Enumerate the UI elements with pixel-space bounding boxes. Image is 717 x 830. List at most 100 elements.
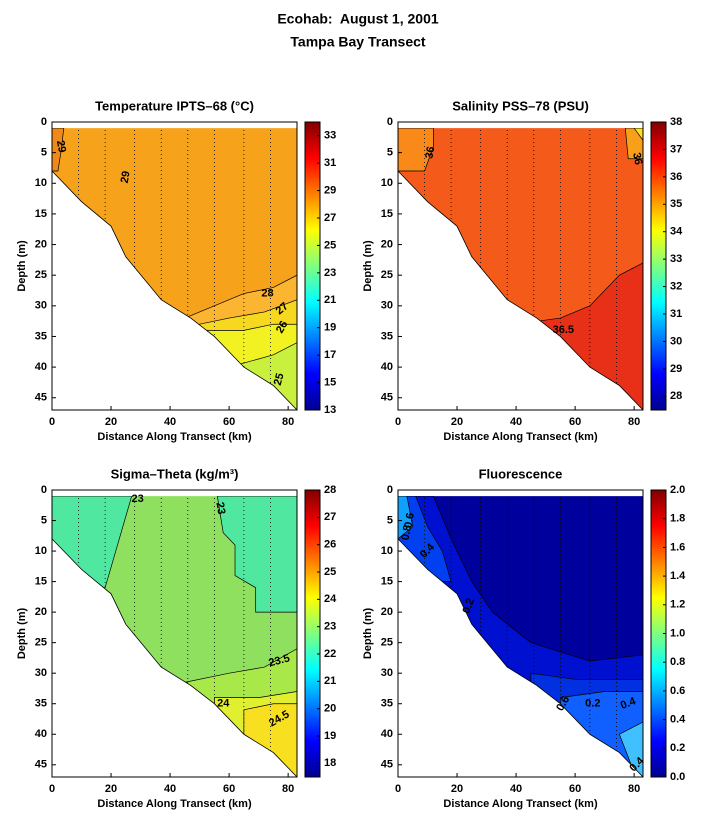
colorbar-tick-label: 20 [324, 703, 336, 715]
colorbar-tick-label: 37 [670, 143, 682, 155]
x-axis-label: Distance Along Transect (km) [443, 798, 598, 810]
panel: 0 20 40 60 80 0 5 10 15 20 25 30 35 40 45 Fluorescence D… [362, 466, 686, 809]
y-tick-label: 20 [35, 238, 47, 250]
y-tick-label: 25 [381, 269, 393, 281]
colorbar-tick-label: 21 [324, 675, 336, 687]
seafloor [397, 170, 644, 411]
colorbar [650, 121, 667, 411]
colorbar-tick-label: 1.4 [670, 570, 686, 582]
colorbar-tick-label: 22 [324, 648, 336, 660]
colorbar [304, 489, 321, 778]
colorbar-tick-label: 21 [324, 294, 336, 306]
colorbar-tick-label: 1.8 [670, 513, 685, 525]
colorbar-tick-label: 32 [670, 280, 682, 292]
x-axis-label: Distance Along Transect (km) [97, 431, 252, 443]
y-tick-label: 45 [381, 759, 393, 771]
contour-label: 0.4 [619, 695, 638, 712]
colorbar-tick-label: 25 [324, 239, 336, 251]
colorbar-tick-label: 26 [324, 539, 336, 551]
x-tick-label: 40 [164, 783, 176, 795]
y-tick-label: 35 [35, 330, 47, 342]
y-tick-label: 45 [35, 392, 47, 404]
colorbar-tick-label: 27 [324, 511, 336, 523]
x-tick-label: 0 [49, 783, 55, 795]
y-axis-label: Depth (m) [16, 240, 28, 292]
contour-field [52, 128, 297, 410]
y-tick-label: 30 [35, 667, 47, 679]
contour-region [624, 128, 643, 160]
contour-label: 29 [119, 170, 133, 184]
colorbar-tick-label: 18 [324, 757, 336, 769]
colorbar-tick-label: 15 [324, 376, 336, 388]
y-tick-label: 10 [35, 177, 47, 189]
y-tick-label: 30 [381, 300, 393, 312]
panel: 0 20 40 60 80 0 5 10 15 20 25 30 35 40 45 Sigma–Theta (… [16, 466, 337, 809]
x-tick-label: 40 [510, 416, 522, 428]
x-tick-label: 80 [282, 416, 294, 428]
x-tick-label: 0 [395, 783, 401, 795]
panel: 0 20 40 60 80 0 5 10 15 20 25 30 35 40 45 Temperature I… [16, 98, 336, 442]
x-tick-label: 20 [105, 783, 117, 795]
contour-label: 28 [261, 287, 273, 299]
y-tick-label: 5 [387, 147, 393, 159]
y-axis-label: Depth (m) [362, 240, 374, 292]
colorbar-tick-label: 33 [670, 253, 682, 265]
figure-title: Ecohab: August 1, 2001 [277, 11, 439, 27]
panel-title: Sigma–Theta (kg/m³) [111, 466, 239, 481]
colorbar-tick-label: 0.2 [670, 742, 685, 754]
contour-region [52, 128, 65, 172]
figure-subtitle: Tampa Bay Transect [290, 34, 425, 50]
colorbar-tick-label: 34 [670, 226, 683, 238]
y-tick-label: 15 [35, 208, 47, 220]
contour-label: 29 [54, 139, 68, 153]
x-tick-label: 60 [569, 783, 581, 795]
y-tick-label: 35 [35, 698, 47, 710]
contour-field [398, 128, 643, 410]
x-axis-label: Distance Along Transect (km) [443, 431, 598, 443]
y-tick-label: 45 [35, 759, 47, 771]
axes-frame [51, 121, 298, 411]
x-tick-label: 40 [510, 783, 522, 795]
colorbar-tick-label: 27 [324, 212, 336, 224]
y-tick-label: 45 [381, 392, 393, 404]
y-tick-label: 30 [381, 667, 393, 679]
contour-field [52, 496, 297, 777]
x-tick-label: 20 [451, 416, 463, 428]
y-tick-label: 5 [41, 147, 47, 159]
y-tick-label: 15 [35, 576, 47, 588]
colorbar-tick-label: 31 [324, 157, 336, 169]
contour-region [398, 496, 414, 540]
contour-label: 36.5 [553, 324, 574, 336]
axes-frame [397, 121, 644, 411]
y-tick-label: 40 [35, 361, 47, 373]
colorbar-tick-label: 23 [324, 621, 336, 633]
y-tick-label: 25 [35, 269, 47, 281]
panel: 0 20 40 60 80 0 5 10 15 20 25 30 35 40 45 Salinity PSS–… [362, 98, 683, 442]
panel-title: Fluorescence [479, 466, 563, 481]
y-tick-label: 15 [381, 576, 393, 588]
contour-region [633, 128, 643, 142]
x-tick-label: 60 [223, 783, 235, 795]
y-tick-label: 5 [387, 514, 393, 526]
seafloor [51, 538, 298, 778]
colorbar-tick-label: 35 [670, 198, 682, 210]
colorbar-tick-label: 19 [324, 730, 336, 742]
contour-label: 23.5 [267, 652, 291, 669]
colorbar-tick-label: 0.0 [670, 771, 685, 783]
y-tick-label: 40 [381, 728, 393, 740]
y-tick-label: 25 [381, 637, 393, 649]
x-axis-label: Distance Along Transect (km) [97, 798, 252, 810]
colorbar-tick-label: 0.4 [670, 714, 686, 726]
seafloor [51, 170, 298, 411]
y-tick-label: 0 [41, 116, 47, 128]
y-axis-label: Depth (m) [16, 608, 28, 660]
y-tick-label: 30 [35, 300, 47, 312]
y-axis-label: Depth (m) [362, 608, 374, 660]
y-tick-label: 15 [381, 208, 393, 220]
y-tick-label: 40 [381, 361, 393, 373]
y-tick-label: 20 [35, 606, 47, 618]
panel-title: Salinity PSS–78 (PSU) [452, 98, 589, 113]
colorbar-tick-label: 30 [670, 335, 682, 347]
x-tick-label: 40 [164, 416, 176, 428]
